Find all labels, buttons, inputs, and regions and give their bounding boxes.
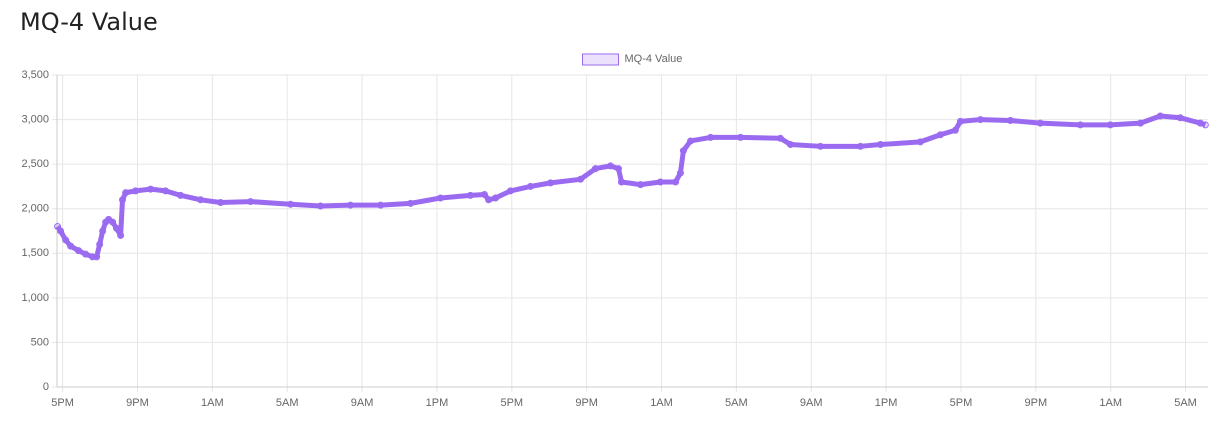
data-point — [122, 189, 130, 197]
data-point — [876, 141, 884, 149]
data-point — [1176, 114, 1184, 122]
data-point — [776, 134, 784, 142]
data-point — [656, 178, 664, 186]
y-tick-label: 2,000 — [21, 203, 49, 215]
data-point — [377, 201, 385, 209]
data-point — [637, 181, 645, 189]
y-tick-label: 2,500 — [21, 158, 49, 170]
data-point — [466, 191, 474, 199]
data-point — [527, 182, 535, 190]
data-point — [317, 202, 325, 210]
x-tick-label: 5AM — [276, 397, 299, 409]
x-tick-label: 9AM — [351, 397, 374, 409]
data-point — [113, 224, 121, 232]
x-tick-label: 5AM — [1174, 397, 1197, 409]
data-point — [99, 227, 107, 235]
data-point — [217, 198, 225, 206]
data-point — [1106, 121, 1114, 129]
data-point — [1156, 112, 1164, 120]
data-point — [1076, 121, 1084, 129]
data-point — [576, 175, 584, 183]
x-tick-label: 9PM — [126, 397, 149, 409]
data-point — [816, 142, 824, 150]
data-point — [547, 179, 555, 187]
data-point — [407, 199, 415, 207]
data-point — [976, 116, 984, 124]
data-point — [856, 142, 864, 150]
data-point — [1201, 121, 1209, 129]
data-point — [75, 247, 83, 255]
y-tick-label: 1,500 — [21, 247, 49, 259]
data-point — [617, 178, 625, 186]
x-tick-label: 5PM — [950, 397, 973, 409]
data-point — [82, 250, 90, 258]
page-title: MQ-4 Value — [20, 8, 158, 36]
data-point — [916, 138, 924, 146]
y-tick-label: 1,000 — [21, 292, 49, 304]
y-tick-label: 3,500 — [21, 69, 49, 81]
data-point — [736, 133, 744, 141]
data-point — [591, 165, 599, 173]
data-point — [93, 253, 101, 261]
data-point — [436, 194, 444, 202]
data-point — [676, 169, 684, 177]
data-point — [1006, 116, 1014, 124]
y-tick-label: 3,000 — [21, 113, 49, 125]
data-point — [936, 131, 944, 139]
data-point — [480, 190, 488, 198]
y-tick-label: 0 — [43, 381, 49, 393]
x-tick-label: 1PM — [875, 397, 898, 409]
data-point — [485, 196, 493, 204]
x-tick-label: 1AM — [201, 397, 224, 409]
data-point — [147, 185, 155, 193]
data-point — [1136, 119, 1144, 127]
data-point — [346, 201, 354, 209]
data-point — [287, 200, 295, 208]
x-tick-label: 9AM — [800, 397, 823, 409]
x-tick-label: 5PM — [500, 397, 523, 409]
data-point — [786, 141, 794, 149]
data-point — [951, 126, 959, 134]
data-point — [62, 236, 70, 244]
data-point — [707, 133, 715, 141]
data-point — [119, 196, 127, 204]
data-point — [162, 187, 170, 195]
data-point — [506, 187, 514, 195]
data-point — [177, 191, 185, 199]
data-point — [606, 162, 614, 170]
x-tick-label: 1AM — [650, 397, 673, 409]
data-point — [117, 231, 125, 239]
data-point — [67, 242, 75, 250]
data-point — [197, 196, 205, 204]
data-point — [492, 194, 500, 202]
y-tick-label: 500 — [31, 336, 49, 348]
data-point — [679, 147, 687, 155]
data-point — [956, 117, 964, 125]
x-tick-label: 1PM — [426, 397, 449, 409]
data-point — [57, 227, 65, 235]
x-tick-label: 9PM — [575, 397, 598, 409]
data-point — [1036, 119, 1044, 127]
data-point — [109, 218, 117, 226]
x-tick-label: 1AM — [1099, 397, 1122, 409]
legend-swatch — [582, 53, 619, 66]
data-point — [247, 198, 255, 206]
data-point — [687, 137, 695, 145]
data-point — [672, 178, 680, 186]
legend-label: MQ-4 Value — [625, 53, 683, 65]
data-point — [96, 240, 104, 248]
x-tick-label: 5AM — [725, 397, 748, 409]
data-point — [614, 165, 622, 173]
x-tick-label: 5PM — [51, 397, 74, 409]
data-point — [132, 187, 140, 195]
x-tick-label: 9PM — [1025, 397, 1048, 409]
series-line — [55, 113, 1207, 260]
